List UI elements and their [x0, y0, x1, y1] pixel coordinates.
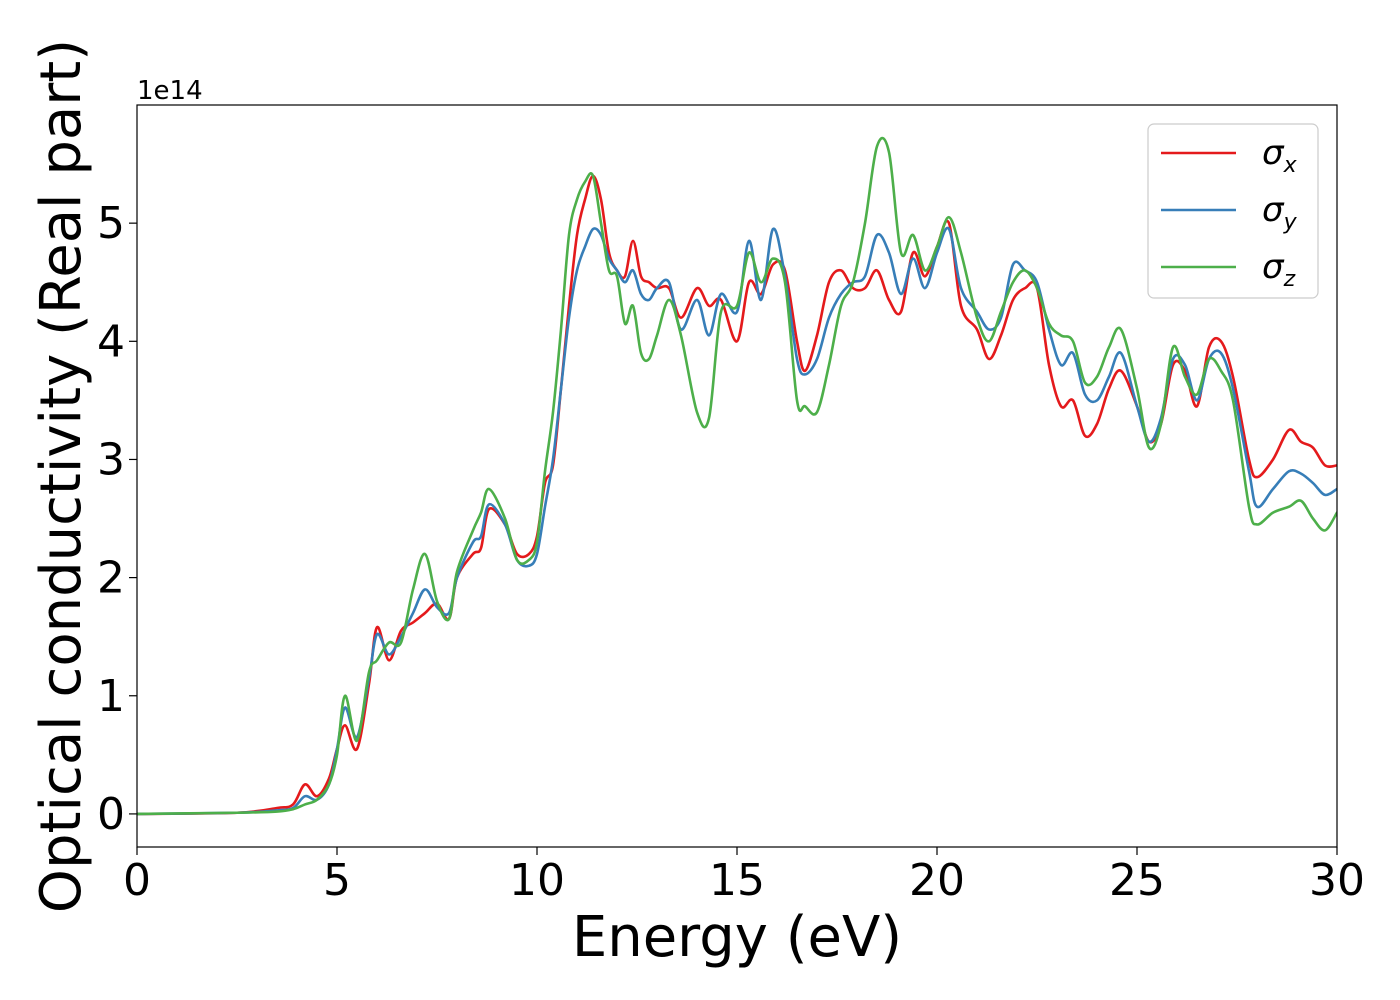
- legend-subscript: y: [1283, 210, 1298, 235]
- legend-subscript: z: [1283, 267, 1296, 292]
- y-tick-label: 0: [97, 789, 125, 840]
- legend-subscript: x: [1283, 153, 1298, 178]
- x-tick-label: 0: [123, 855, 151, 906]
- y-tick-label: 3: [97, 434, 125, 485]
- y-tick-label: 1: [97, 671, 125, 722]
- x-tick-label: 30: [1309, 855, 1365, 906]
- series-line-sigma-z: [137, 136, 1337, 816]
- y-axis-ticks: 0 1 2 3 4 5: [97, 198, 137, 840]
- series-line-sigma-y: [137, 226, 1337, 816]
- series-group: [137, 136, 1337, 816]
- y-tick-label: 2: [97, 553, 125, 604]
- x-tick-label: 10: [509, 855, 565, 906]
- x-tick-label: 25: [1109, 855, 1165, 906]
- x-axis-ticks: 0 5 10 15 20 25 30: [123, 847, 1365, 906]
- x-tick-label: 20: [909, 855, 965, 906]
- y-tick-label: 5: [97, 198, 125, 249]
- x-axis-title: Energy (eV): [572, 905, 902, 970]
- y-offset-label: 1e14: [137, 76, 203, 106]
- x-tick-label: 15: [709, 855, 765, 906]
- x-tick-label: 5: [323, 855, 351, 906]
- y-tick-label: 4: [97, 316, 125, 367]
- y-axis-title: Optical conductivity (Real part): [29, 39, 94, 913]
